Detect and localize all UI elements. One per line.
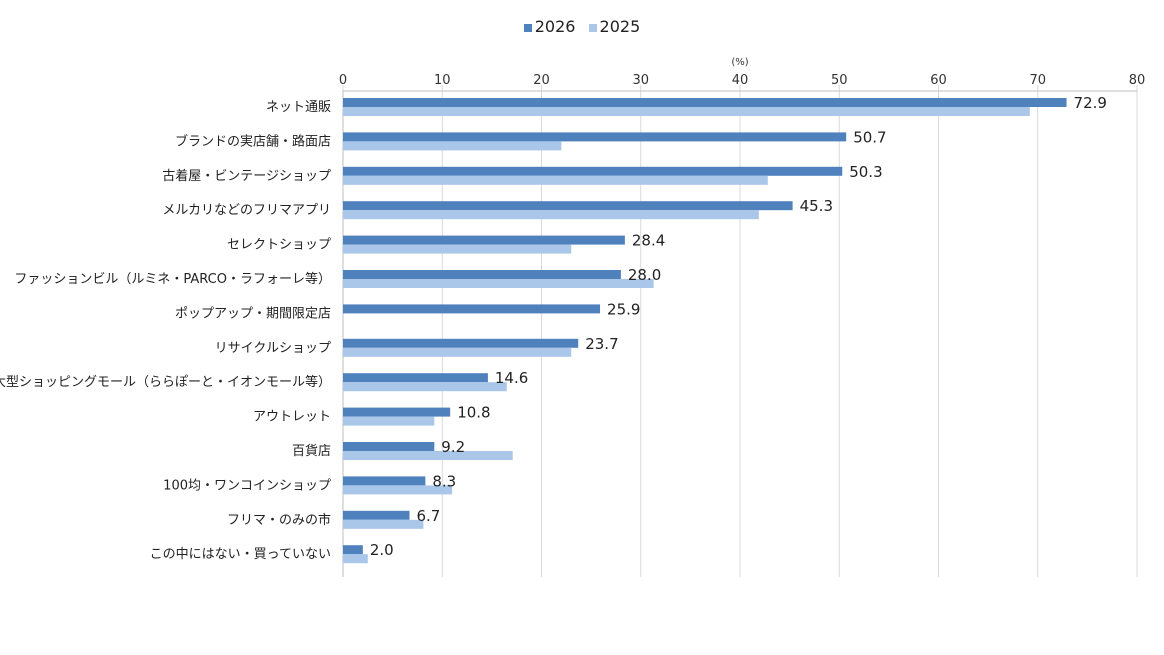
bar-2025-3 [343, 210, 759, 220]
data-label-2026-8: 14.6 [495, 369, 528, 387]
x-tick-label-50: 50 [831, 73, 848, 88]
bar-2025-1 [343, 141, 562, 151]
legend-swatch-2026 [523, 23, 532, 32]
bar-2026-3 [343, 201, 793, 211]
category-label-11: 100均・ワンコインショップ [163, 478, 331, 493]
x-tick-label-80: 80 [1129, 73, 1146, 88]
bar-2025-4 [343, 244, 572, 254]
bar-2026-11 [343, 476, 426, 486]
bar-2026-12 [343, 510, 410, 520]
bar-2026-13 [343, 545, 363, 555]
bar-2025-2 [343, 175, 768, 185]
x-tick-label-20: 20 [533, 73, 550, 88]
bar-2025-7 [343, 347, 572, 357]
data-label-2026-2: 50.3 [849, 163, 882, 181]
legend-item-2026: 2026 [523, 17, 576, 36]
category-label-4: セレクトショップ [227, 238, 331, 253]
bar-2026-5 [343, 270, 621, 279]
data-label-2026-12: 6.7 [416, 507, 440, 525]
bar-2025-0 [343, 107, 1030, 116]
legend-item-2025: 2025 [588, 17, 641, 36]
data-label-2026-9: 10.8 [457, 404, 490, 422]
category-label-6: ポップアップ・期間限定店 [175, 306, 331, 321]
category-label-1: ブランドの実店舗・路面店 [175, 133, 331, 149]
x-tick-label-60: 60 [930, 73, 947, 88]
data-label-2026-0: 72.9 [1074, 94, 1107, 112]
bar-2026-8 [343, 373, 488, 383]
category-label-12: フリマ・のみの市 [227, 512, 331, 528]
bar-2025-8 [343, 382, 507, 392]
x-tick-label-10: 10 [434, 73, 451, 88]
data-label-2026-13: 2.0 [370, 541, 394, 559]
data-label-2026-3: 45.3 [800, 197, 833, 215]
chart-legend: 2026 2025 [0, 17, 1164, 36]
x-axis-unit-label: (%) [731, 57, 748, 68]
data-label-2026-11: 8.3 [432, 472, 456, 490]
bar-2026-7 [343, 338, 579, 348]
x-tick-label-0: 0 [339, 73, 347, 88]
category-label-3: メルカリなどのフリマアプリ [162, 203, 331, 218]
data-label-2026-4: 28.4 [632, 232, 665, 250]
bar-2026-6 [343, 304, 601, 314]
x-tick-label-70: 70 [1029, 73, 1046, 88]
legend-label-2025: 2025 [599, 17, 641, 36]
data-label-2026-10: 9.2 [441, 438, 465, 456]
bar-2025-5 [343, 279, 654, 288]
category-label-8: 大型ショッピングモール（ららぽーと・イオンモール等） [0, 374, 331, 390]
x-tick-label-30: 30 [632, 73, 649, 88]
category-label-9: アウトレット [253, 410, 331, 425]
bar-2025-10 [343, 451, 513, 460]
bar-2026-1 [343, 132, 847, 142]
legend-label-2026: 2026 [534, 17, 576, 36]
x-tick-label-40: 40 [732, 73, 749, 88]
data-label-2026-5: 28.0 [628, 266, 661, 284]
bar-2026-10 [343, 442, 435, 451]
data-label-2026-1: 50.7 [853, 128, 886, 146]
category-label-13: この中にはない・買っていない [150, 547, 331, 562]
bar-2026-4 [343, 235, 625, 245]
bar-2025-9 [343, 416, 435, 426]
data-label-2026-6: 25.9 [607, 300, 640, 318]
bar-2026-0 [343, 98, 1067, 107]
category-label-7: リサイクルショップ [215, 341, 331, 356]
legend-swatch-2025 [588, 23, 597, 32]
data-label-2026-7: 23.7 [585, 335, 618, 353]
category-label-10: 百貨店 [292, 443, 331, 459]
bar-2025-11 [343, 485, 453, 495]
category-label-2: 古着屋・ビンテージショップ [162, 168, 331, 184]
bar-2026-9 [343, 407, 451, 417]
bar-2025-12 [343, 519, 424, 529]
category-label-0: ネット通販 [266, 100, 331, 115]
category-label-5: ファッションビル（ルミネ・PARCO・ラフォーレ等） [14, 271, 331, 287]
bar-2026-2 [343, 166, 843, 176]
bar-2025-13 [343, 554, 368, 564]
